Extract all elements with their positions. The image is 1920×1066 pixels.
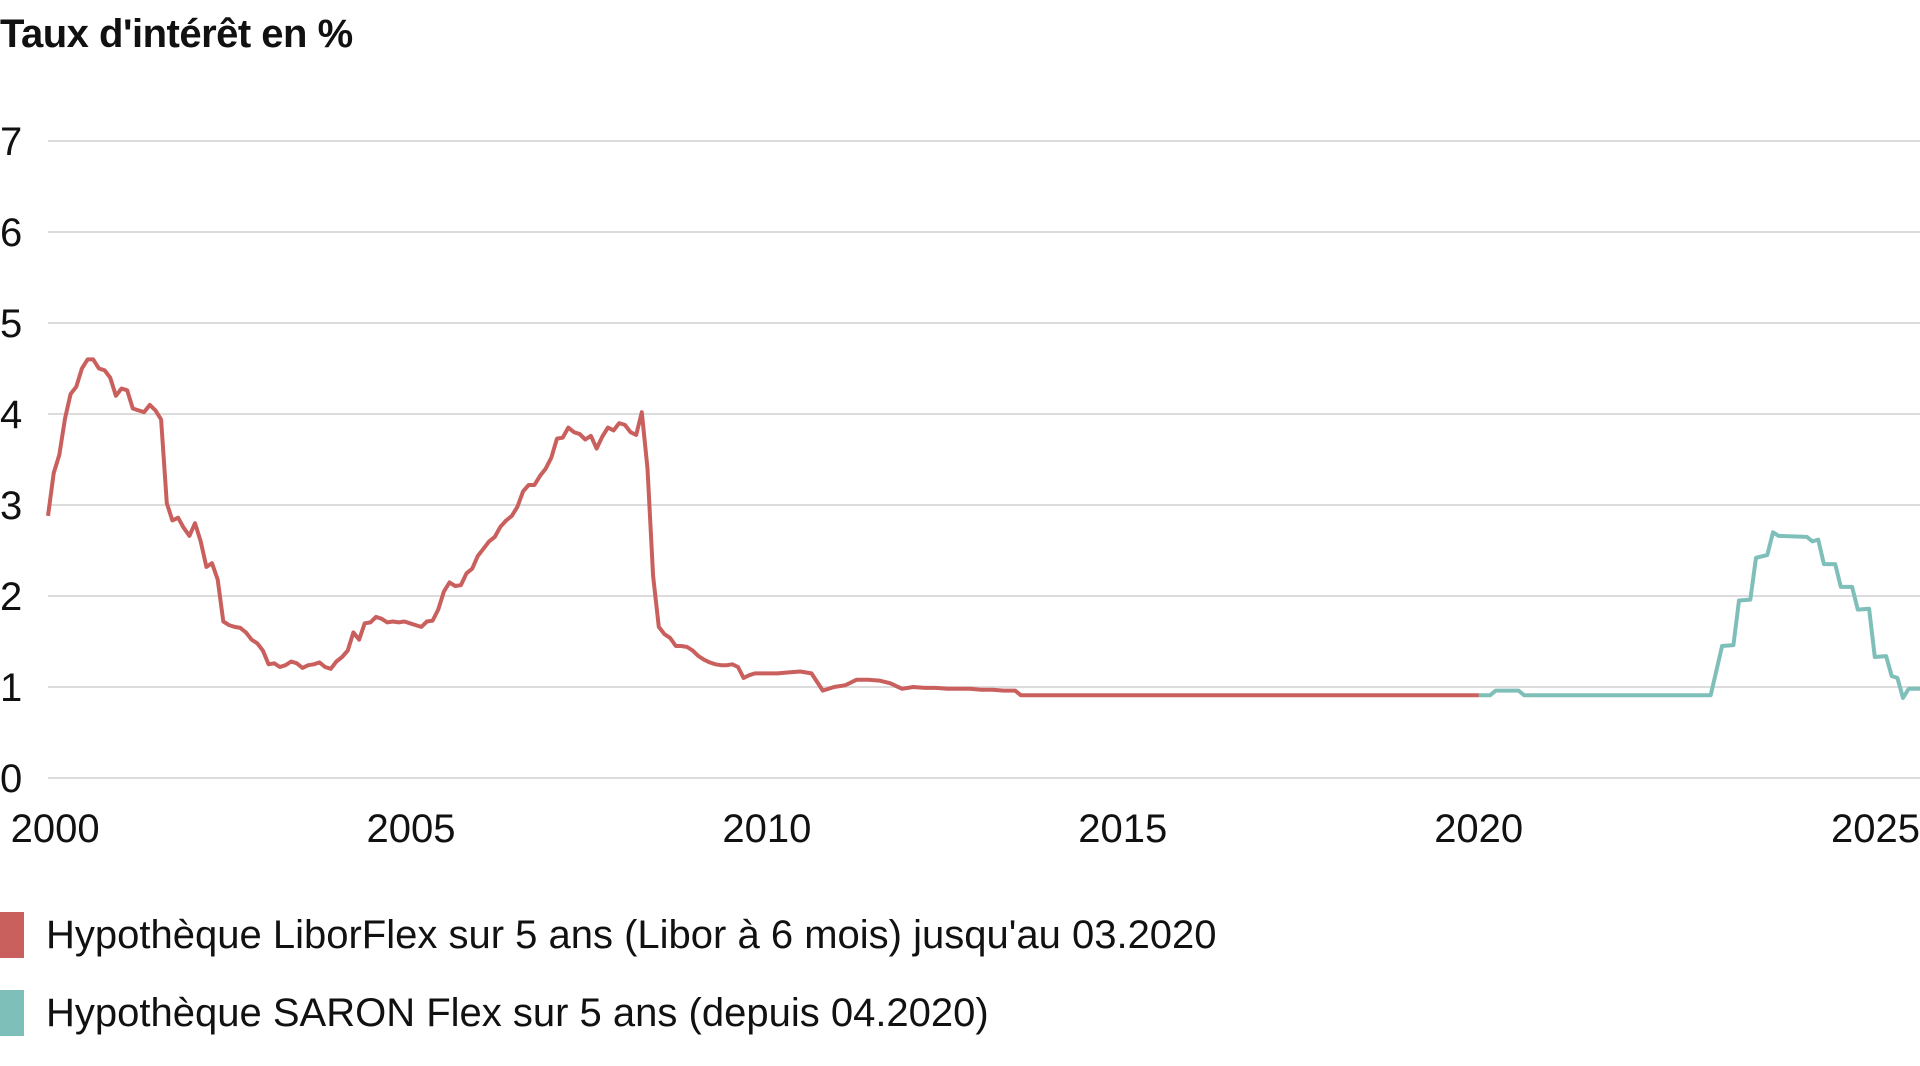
y-tick-label: 3 [0,484,22,528]
series-line-liborflex [46,357,1479,698]
legend-label-saron: Hypothèque SARON Flex sur 5 ans (depuis … [46,990,989,1035]
legend-item-saron: Hypothèque SARON Flex sur 5 ans (depuis … [0,988,1217,1038]
y-tick-label: 1 [0,666,22,710]
x-tick-label: 2015 [1078,807,1167,851]
series-line-saron [1478,530,1920,700]
y-tick-label: 2 [0,575,22,619]
chart-title: Taux d'intérêt en % [0,12,353,56]
legend-label-liborflex: Hypothèque LiborFlex sur 5 ans (Libor à … [46,912,1217,957]
y-tick-label: 5 [0,302,22,346]
x-tick-label: 2000 [11,807,100,851]
x-tick-label: 2005 [367,807,456,851]
x-axis-ticks: 2000 2005 2010 2015 2020 2025 [11,807,1920,851]
y-axis-ticks: 0 1 2 3 4 5 6 7 [0,120,22,801]
x-tick-label: 2025 [1831,807,1920,851]
x-tick-label: 2010 [722,807,811,851]
legend-swatch-liborflex [0,912,24,958]
x-tick-label: 2020 [1434,807,1523,851]
y-tick-label: 4 [0,393,22,437]
series-lines [46,357,1920,700]
y-tick-label: 6 [0,211,22,255]
grid-lines [48,140,1920,779]
y-tick-label: 7 [0,120,22,164]
legend-swatch-saron [0,990,24,1036]
y-tick-label: 0 [0,757,22,801]
legend: Hypothèque LiborFlex sur 5 ans (Libor à … [0,910,1217,1066]
legend-item-liborflex: Hypothèque LiborFlex sur 5 ans (Libor à … [0,910,1217,960]
